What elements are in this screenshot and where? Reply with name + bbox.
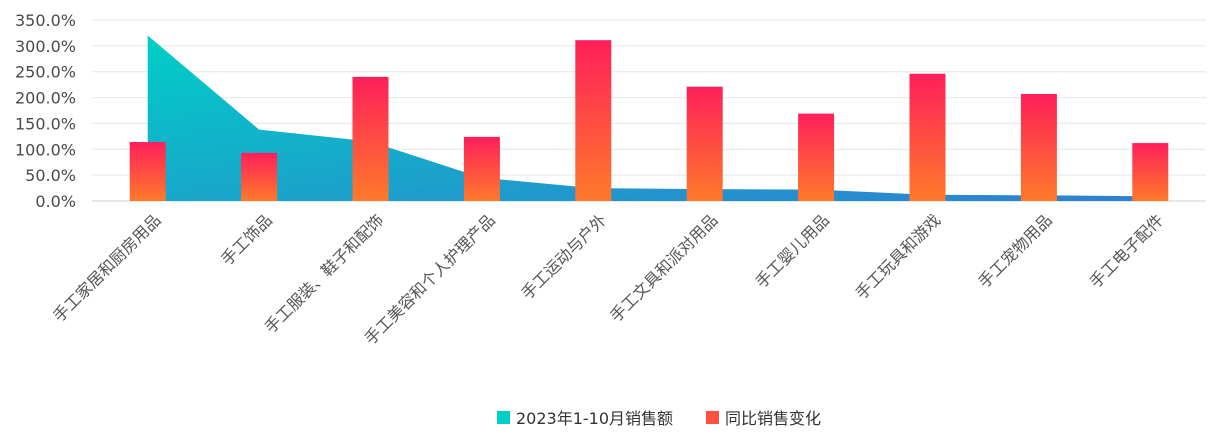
sales-area: [147, 35, 1151, 202]
legend-label-yoy: 同比销售变化: [725, 409, 821, 428]
x-tick-label: 手工电子配件: [1086, 210, 1167, 291]
x-tick-label: 手工宠物用品: [974, 210, 1055, 291]
yoy-bar-series: [129, 40, 1169, 201]
y-axis: 0.0% 50.0% 100.0% 150.0% 200.0% 250.0% 300.0% 3…: [15, 11, 76, 211]
x-tick-label: 手工美容和个人护理产品: [361, 210, 499, 348]
yoy-bar: [575, 40, 612, 201]
yoy-bar: [798, 113, 835, 201]
y-tick-label: 300.0%: [15, 37, 76, 56]
yoy-bar: [352, 76, 389, 201]
yoy-bar: [1020, 93, 1057, 201]
yoy-bar: [1132, 143, 1169, 201]
x-tick-label: 手工文具和派对用品: [606, 210, 721, 325]
x-tick-label: 手工服装、鞋子和配饰: [261, 210, 388, 337]
x-tick-label: 手工饰品: [217, 210, 276, 269]
y-tick-label: 0.0%: [35, 192, 76, 211]
legend: 2023年1-10月销售额 同比销售变化: [497, 409, 821, 428]
x-tick-label: 手工运动与户外: [517, 210, 610, 303]
y-tick-label: 350.0%: [15, 11, 76, 30]
y-tick-label: 150.0%: [15, 114, 76, 133]
yoy-bar: [909, 73, 946, 201]
y-tick-label: 50.0%: [25, 166, 76, 185]
y-tick-label: 250.0%: [15, 63, 76, 82]
x-tick-label: 手工家居和厨房用品: [49, 210, 164, 325]
sales-area-series: [147, 35, 1151, 202]
yoy-bar: [686, 86, 723, 201]
y-tick-label: 100.0%: [15, 140, 76, 159]
yoy-bar: [241, 152, 278, 201]
x-tick-label: 手工玩具和游戏: [852, 210, 945, 303]
legend-swatch-sales: [497, 411, 510, 424]
legend-label-sales: 2023年1-10月销售额: [516, 409, 673, 428]
legend-swatch-yoy: [706, 411, 719, 424]
x-tick-label: 手工婴儿用品: [752, 210, 833, 291]
y-tick-label: 200.0%: [15, 89, 76, 108]
yoy-bar: [463, 136, 500, 201]
yoy-bar: [129, 142, 166, 201]
